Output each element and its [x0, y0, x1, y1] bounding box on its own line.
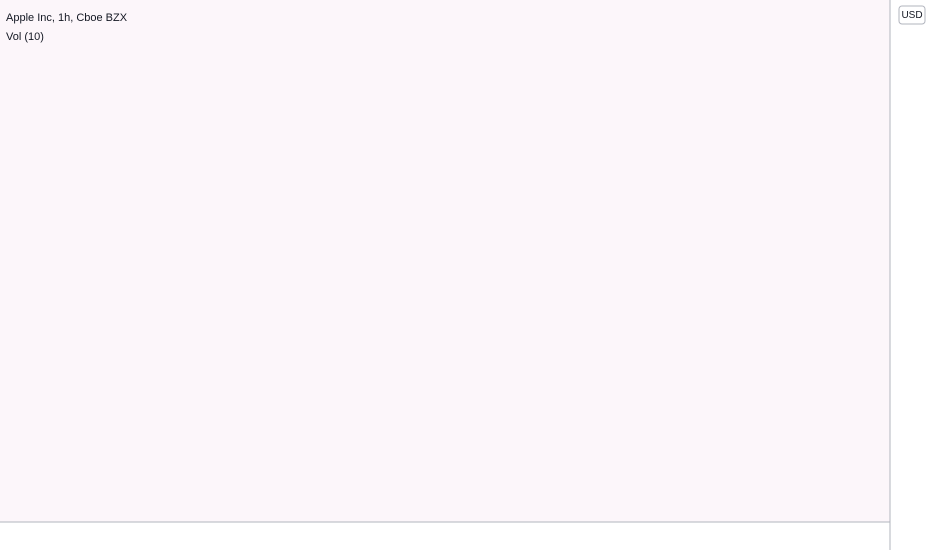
chart-title: Apple Inc, 1h, Cboe BZX — [6, 12, 128, 24]
price-axis-background — [890, 0, 932, 550]
currency[interactable]: USD — [901, 10, 922, 21]
currency-button[interactable] — [898, 5, 926, 25]
indicator-label: Vol (10) — [6, 31, 44, 43]
time-axis-background — [0, 522, 890, 550]
plot-background — [0, 0, 890, 522]
